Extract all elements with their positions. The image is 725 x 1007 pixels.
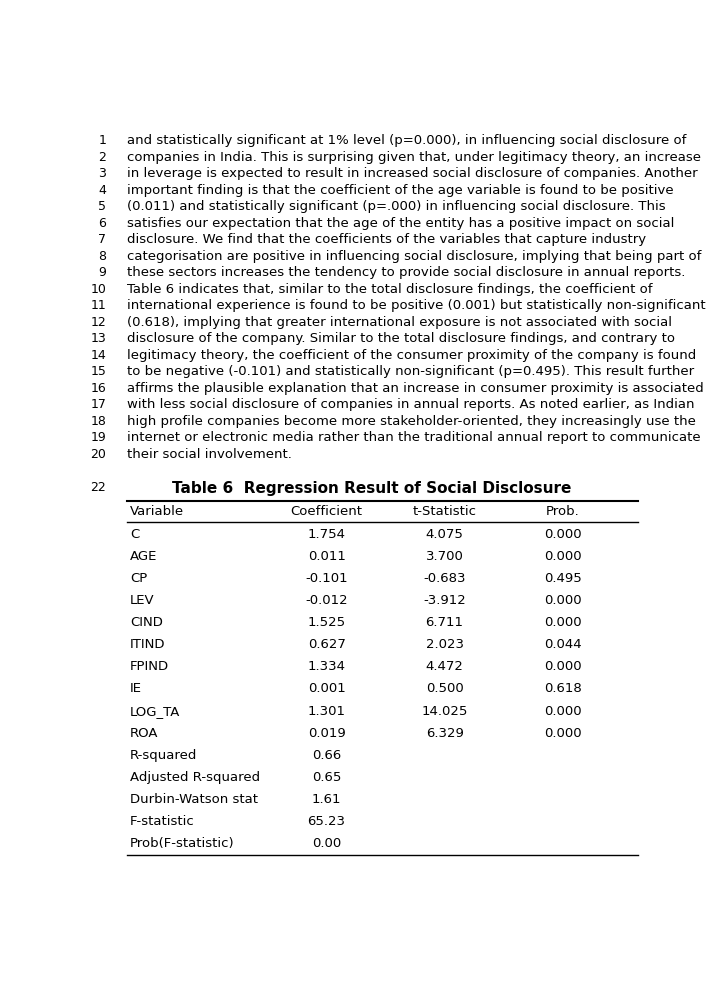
Text: international experience is found to be positive (0.001) but statistically non-s: international experience is found to be …: [127, 299, 705, 312]
Text: 0.618: 0.618: [544, 683, 581, 696]
Text: categorisation are positive in influencing social disclosure, implying that bein: categorisation are positive in influenci…: [127, 250, 702, 263]
Text: 4.472: 4.472: [426, 661, 463, 674]
Text: 0.000: 0.000: [544, 661, 581, 674]
Text: 0.000: 0.000: [544, 616, 581, 629]
Text: Table 6 indicates that, similar to the total disclosure findings, the coefficien: Table 6 indicates that, similar to the t…: [127, 283, 653, 296]
Text: -3.912: -3.912: [423, 594, 466, 607]
Text: ITIND: ITIND: [130, 638, 165, 652]
Text: important finding is that the coefficient of the age variable is found to be pos: important finding is that the coefficien…: [127, 183, 674, 196]
Text: (0.011) and statistically significant (p=.000) in influencing social disclosure.: (0.011) and statistically significant (p…: [127, 200, 666, 213]
Text: CP: CP: [130, 572, 147, 585]
Text: these sectors increases the tendency to provide social disclosure in annual repo: these sectors increases the tendency to …: [127, 266, 686, 279]
Text: 6.329: 6.329: [426, 727, 463, 740]
Text: their social involvement.: their social involvement.: [127, 448, 292, 461]
Text: 3.700: 3.700: [426, 550, 463, 563]
Text: 13: 13: [91, 332, 107, 345]
Text: legitimacy theory, the coefficient of the consumer proximity of the company is f: legitimacy theory, the coefficient of th…: [127, 348, 697, 362]
Text: (0.618), implying that greater international exposure is not associated with soc: (0.618), implying that greater internati…: [127, 316, 672, 328]
Text: IE: IE: [130, 683, 142, 696]
Text: 3: 3: [99, 167, 107, 180]
Text: 0.66: 0.66: [312, 749, 341, 761]
Text: -0.683: -0.683: [423, 572, 466, 585]
Text: LOG_TA: LOG_TA: [130, 705, 181, 718]
Text: 1.334: 1.334: [307, 661, 346, 674]
Text: 6: 6: [99, 217, 107, 230]
Text: 4.075: 4.075: [426, 528, 463, 541]
Text: 0.001: 0.001: [307, 683, 346, 696]
Text: Durbin-Watson stat: Durbin-Watson stat: [130, 793, 258, 806]
Text: 0.019: 0.019: [307, 727, 346, 740]
Text: F-statistic: F-statistic: [130, 815, 195, 828]
Text: 0.000: 0.000: [544, 705, 581, 718]
Text: to be negative (-0.101) and statistically non-significant (p=0.495). This result: to be negative (-0.101) and statisticall…: [127, 366, 695, 379]
Text: disclosure of the company. Similar to the total disclosure findings, and contrar: disclosure of the company. Similar to th…: [127, 332, 675, 345]
Text: C: C: [130, 528, 139, 541]
Text: 1: 1: [99, 134, 107, 147]
Text: 11: 11: [91, 299, 107, 312]
Text: 2: 2: [99, 150, 107, 163]
Text: ROA: ROA: [130, 727, 159, 740]
Text: 2.023: 2.023: [426, 638, 463, 652]
Text: 15: 15: [91, 366, 107, 379]
Text: high profile companies become more stakeholder-oriented, they increasingly use t: high profile companies become more stake…: [127, 415, 696, 428]
Text: FPIND: FPIND: [130, 661, 169, 674]
Text: 0.495: 0.495: [544, 572, 581, 585]
Text: 0.627: 0.627: [307, 638, 346, 652]
Text: -0.101: -0.101: [305, 572, 348, 585]
Text: internet or electronic media rather than the traditional annual report to commun: internet or electronic media rather than…: [127, 431, 701, 444]
Text: t-Statistic: t-Statistic: [413, 505, 476, 518]
Text: LEV: LEV: [130, 594, 154, 607]
Text: CIND: CIND: [130, 616, 163, 629]
Text: 19: 19: [91, 431, 107, 444]
Text: 16: 16: [91, 382, 107, 395]
Text: 17: 17: [91, 399, 107, 411]
Text: 22: 22: [91, 481, 107, 493]
Text: Coefficient: Coefficient: [291, 505, 362, 518]
Text: Adjusted R-squared: Adjusted R-squared: [130, 770, 260, 783]
Text: 1.301: 1.301: [307, 705, 346, 718]
Text: with less social disclosure of companies in annual reports. As noted earlier, as: with less social disclosure of companies…: [127, 399, 695, 411]
Text: 14: 14: [91, 348, 107, 362]
Text: -0.012: -0.012: [305, 594, 348, 607]
Text: 14.025: 14.025: [421, 705, 468, 718]
Text: 1.525: 1.525: [307, 616, 346, 629]
Text: disclosure. We find that the coefficients of the variables that capture industry: disclosure. We find that the coefficient…: [127, 233, 646, 246]
Text: 4: 4: [99, 183, 107, 196]
Text: 0.000: 0.000: [544, 528, 581, 541]
Text: 0.00: 0.00: [312, 837, 341, 850]
Text: and statistically significant at 1% level (p=0.000), in influencing social discl: and statistically significant at 1% leve…: [127, 134, 687, 147]
Text: 12: 12: [91, 316, 107, 328]
Text: Variable: Variable: [130, 505, 184, 518]
Text: 10: 10: [91, 283, 107, 296]
Text: satisfies our expectation that the age of the entity has a positive impact on so: satisfies our expectation that the age o…: [127, 217, 674, 230]
Text: 7: 7: [99, 233, 107, 246]
Text: companies in India. This is surprising given that, under legitimacy theory, an i: companies in India. This is surprising g…: [127, 150, 701, 163]
Text: 0.000: 0.000: [544, 594, 581, 607]
Text: 5: 5: [99, 200, 107, 213]
Text: Table 6  Regression Result of Social Disclosure: Table 6 Regression Result of Social Disc…: [172, 481, 571, 495]
Text: 8: 8: [99, 250, 107, 263]
Text: 0.65: 0.65: [312, 770, 341, 783]
Text: 20: 20: [91, 448, 107, 461]
Text: 65.23: 65.23: [307, 815, 346, 828]
Text: 0.000: 0.000: [544, 727, 581, 740]
Text: 1.61: 1.61: [312, 793, 341, 806]
Text: 0.044: 0.044: [544, 638, 581, 652]
Text: R-squared: R-squared: [130, 749, 197, 761]
Text: in leverage is expected to result in increased social disclosure of companies. A: in leverage is expected to result in inc…: [127, 167, 697, 180]
Text: 0.011: 0.011: [307, 550, 346, 563]
Text: 18: 18: [91, 415, 107, 428]
Text: affirms the plausible explanation that an increase in consumer proximity is asso: affirms the plausible explanation that a…: [127, 382, 704, 395]
Text: Prob.: Prob.: [546, 505, 579, 518]
Text: 0.000: 0.000: [544, 550, 581, 563]
Text: 1.754: 1.754: [307, 528, 346, 541]
Text: 6.711: 6.711: [426, 616, 463, 629]
Text: AGE: AGE: [130, 550, 157, 563]
Text: Prob(F-statistic): Prob(F-statistic): [130, 837, 235, 850]
Text: 9: 9: [99, 266, 107, 279]
Text: 0.500: 0.500: [426, 683, 463, 696]
